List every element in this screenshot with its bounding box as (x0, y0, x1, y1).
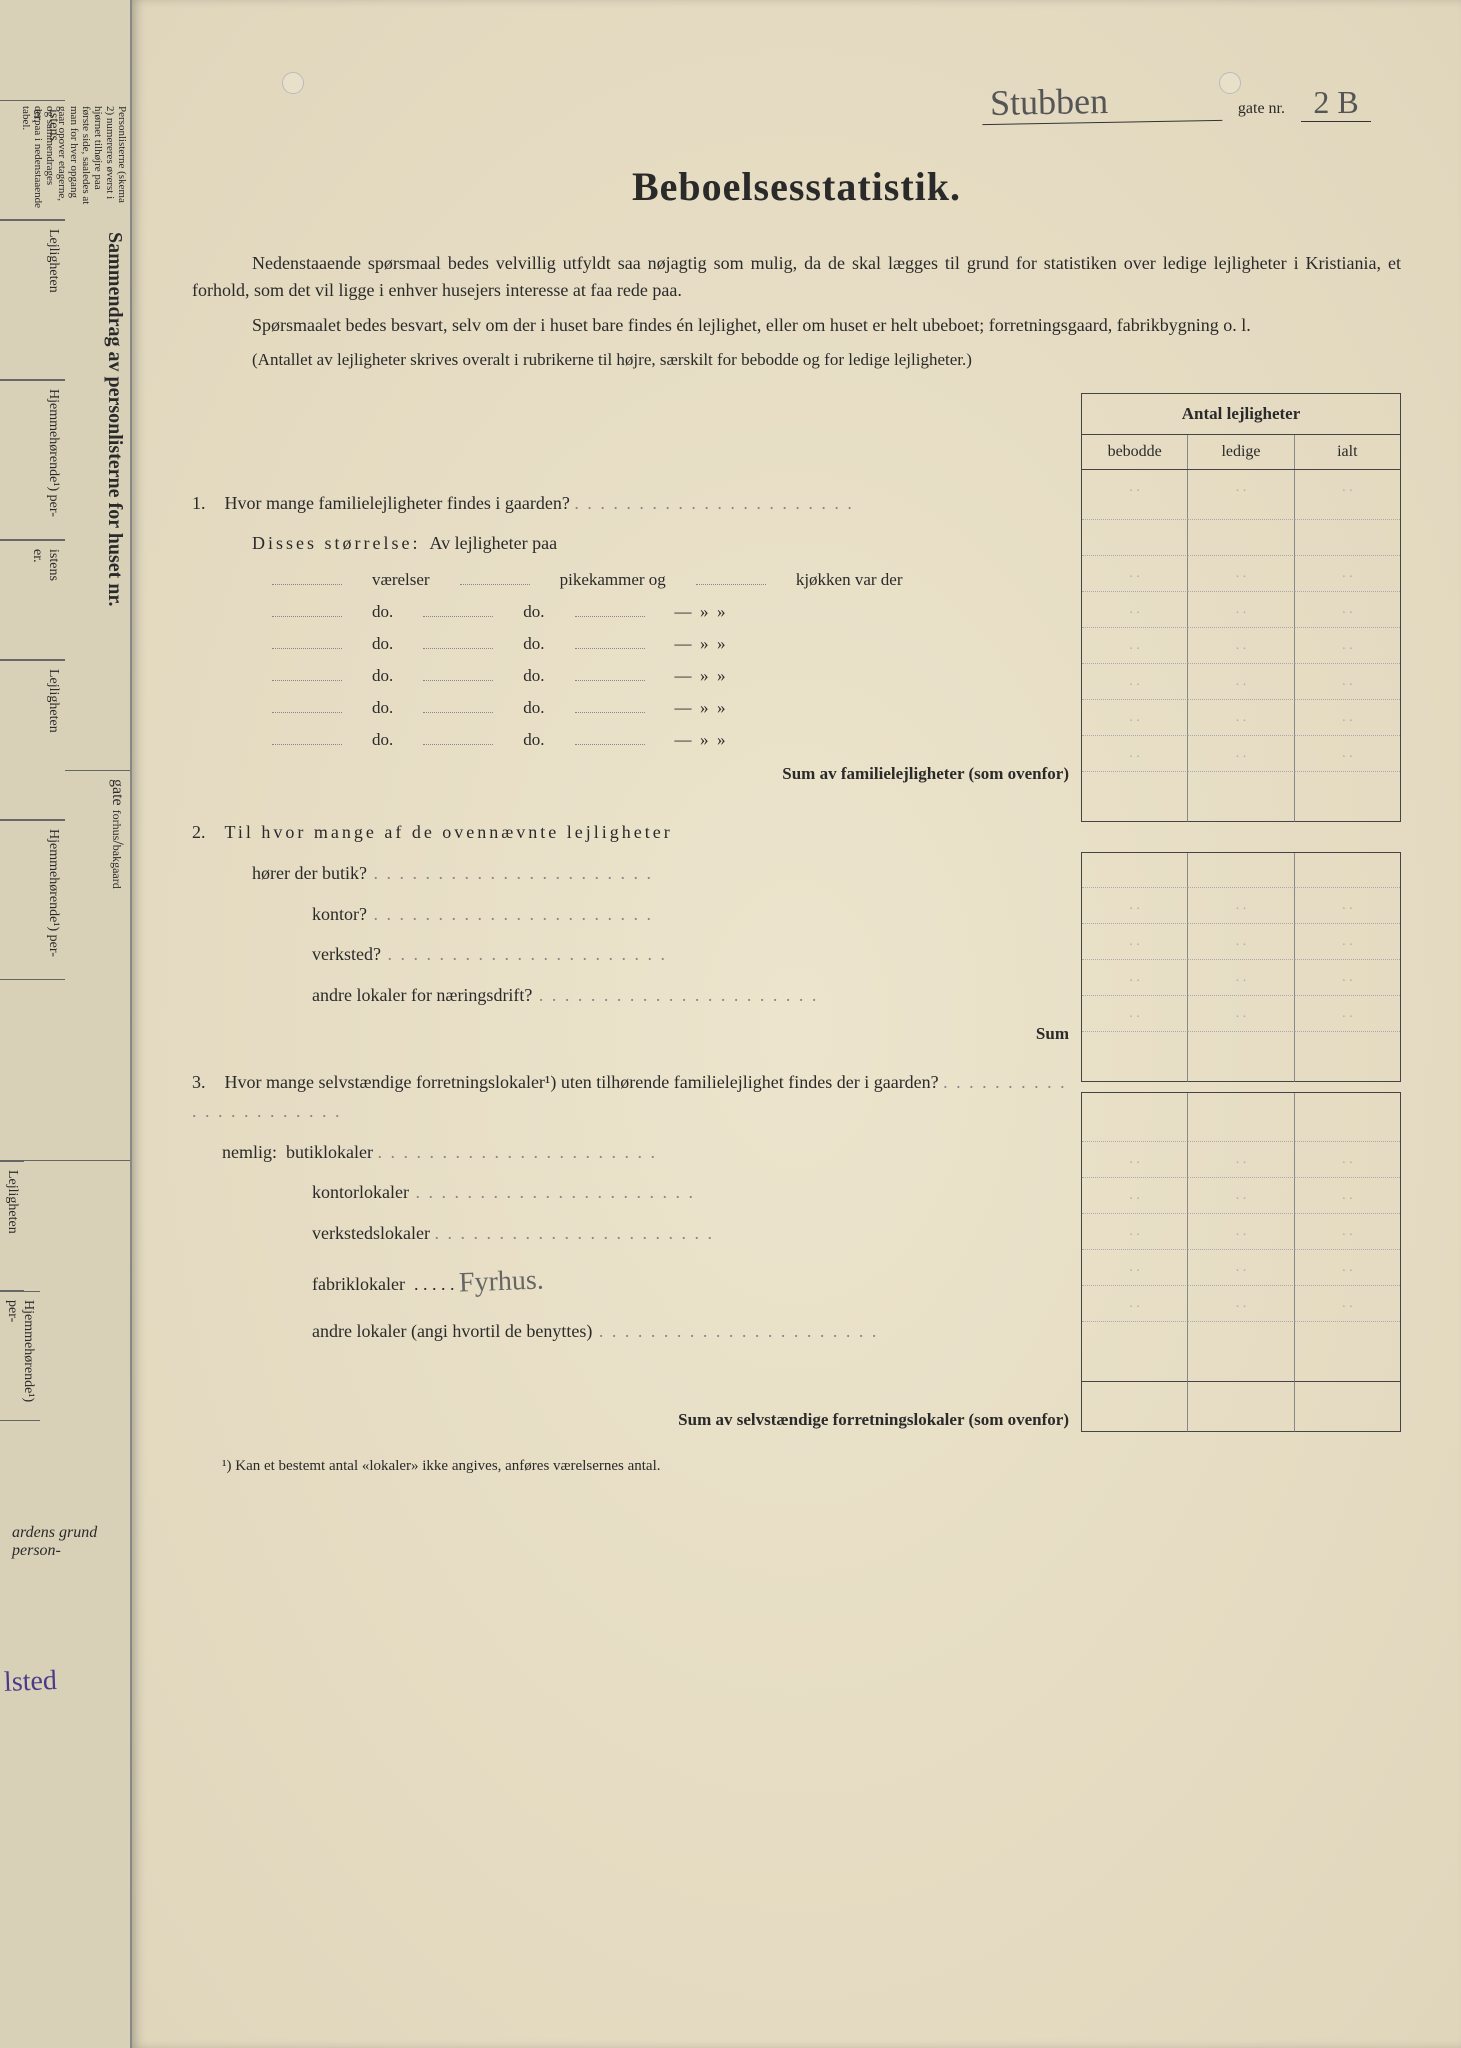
intro-p2: Spørsmaalet bedes besvart, selv om der i… (192, 312, 1401, 339)
gate-nr-field[interactable]: 2 B (1301, 84, 1371, 122)
left-vertical-title: Sammendrag av personlisterne for huset n… (65, 220, 130, 770)
q1: 1. Hvor mange familielejligheter findes … (192, 483, 1069, 524)
header-line: Stubben gate nr. 2 B (192, 80, 1401, 123)
left-small-text: Personlisterne (skema 2) numereres øvers… (65, 100, 130, 220)
intro-p3: (Antallet av lejligheter skrives overalt… (192, 347, 1401, 373)
q3-andre: andre lokaler (angi hvortil de benyttes) (192, 1311, 1069, 1352)
table-row[interactable] (1081, 1092, 1401, 1142)
table-column: Antal lejligheter bebodde ledige ialt . … (1081, 393, 1401, 1438)
table-row[interactable]: . .. .. . (1081, 888, 1401, 924)
table-row[interactable]: . .. .. . (1081, 1142, 1401, 1178)
street-name-field[interactable]: Stubben (982, 78, 1223, 125)
left-col-istens2: istenser. (0, 540, 65, 660)
col-ialt: ialt (1295, 435, 1400, 469)
table-subheader: bebodde ledige ialt (1081, 435, 1401, 470)
table-row[interactable]: . .. .. . (1081, 700, 1401, 736)
main-document-page: Stubben gate nr. 2 B Beboelsesstatistik.… (132, 0, 1461, 2048)
table-row[interactable]: . .. .. . (1081, 1214, 1401, 1250)
table-row[interactable]: . .. .. . (1081, 1178, 1401, 1214)
q1-row6: do.do.— » » (192, 724, 1069, 756)
q3-kontor: kontorlokaler (192, 1172, 1069, 1213)
table-row[interactable]: . .. .. . (1081, 736, 1401, 772)
questions-column: 1. Hvor mange familielejligheter findes … (192, 393, 1081, 1438)
table-row[interactable] (1081, 852, 1401, 888)
table-header: Antal lejligheter (1081, 393, 1401, 435)
table-row-sum[interactable] (1081, 1382, 1401, 1432)
gate-nr-label: gate nr. (1238, 100, 1285, 118)
footnote: ¹) Kan et bestemt antal «lokaler» ikke a… (192, 1458, 1401, 1475)
q2-kontor: kontor? (192, 894, 1069, 935)
table-row[interactable]: . .. .. . (1081, 664, 1401, 700)
q2-verksted: verksted? (192, 934, 1069, 975)
q3-verksted: verkstedslokaler (192, 1213, 1069, 1254)
table-row[interactable]: . .. .. . (1081, 592, 1401, 628)
q3-fabrik: fabriklokaler . . . . . Fyrhus. (192, 1254, 1069, 1311)
col-ledige: ledige (1188, 435, 1294, 469)
intro-p1: Nedenstaaende spørsmaal bedes velvillig … (192, 250, 1401, 304)
table-row-sum[interactable] (1081, 772, 1401, 822)
table-row-sum[interactable] (1081, 1032, 1401, 1082)
page-title: Beboelsesstatistik. (192, 163, 1401, 210)
left-col-hjemme3: Hjemmehørende¹) per- (0, 1291, 40, 1421)
table-row[interactable]: . .. .. . (1081, 924, 1401, 960)
table-row[interactable]: . .. .. . (1081, 628, 1401, 664)
form-area: 1. Hvor mange familielejligheter findes … (192, 393, 1401, 1438)
q2-sum: Sum (192, 1016, 1069, 1052)
table-row[interactable] (1081, 1322, 1401, 1382)
table-row[interactable]: . .. .. . (1081, 556, 1401, 592)
q1-row4: do.do.— » » (192, 660, 1069, 692)
table-row[interactable] (1081, 520, 1401, 556)
fabrik-handwritten[interactable]: Fyrhus. (458, 1259, 544, 1307)
left-gate: gate forhus/bakgaard (65, 770, 130, 900)
left-page-edge: istenser. Lejligheten Hjemmehørende¹) pe… (0, 0, 132, 2048)
q3-sum: Sum av selvstændige forretningslokaler (… (192, 1402, 1069, 1438)
left-col-hjemme: Hjemmehørende¹) per- (0, 380, 65, 540)
left-col-lejlig3: Lejligheten (0, 1161, 24, 1291)
col-bebodde: bebodde (1082, 435, 1188, 469)
q1-row2: do.do.— » » (192, 596, 1069, 628)
q1-sum: Sum av familielejligheter (som ovenfor) (192, 756, 1069, 792)
left-signature: lsted (3, 1665, 57, 1699)
punch-hole (1219, 72, 1241, 94)
table-row[interactable]: . .. .. . (1081, 960, 1401, 996)
table-row[interactable]: . .. .. . (1081, 1250, 1401, 1286)
left-col-lejlig2: Lejligheten (0, 660, 65, 820)
left-grund: ardens grund person- (4, 1516, 128, 1568)
q3-nemlig: nemlig: butiklokaler (192, 1132, 1069, 1173)
q1-row3: do.do.— » » (192, 628, 1069, 660)
left-col-lejlig: Lejligheten (0, 220, 65, 380)
table-row[interactable]: . .. .. . (1081, 470, 1401, 520)
q3: 3. Hvor mange selvstændige forretningslo… (192, 1062, 1069, 1132)
punch-hole (282, 72, 304, 94)
q2-andre: andre lokaler for næringsdrift? (192, 975, 1069, 1016)
q1-row5: do.do.— » » (192, 692, 1069, 724)
q2-butik: hører der butik? (192, 853, 1069, 894)
table-row[interactable]: . .. .. . (1081, 1286, 1401, 1322)
q2: 2. Til hvor mange af de ovennævnte lejli… (192, 812, 1069, 853)
q1-sub: Disses størrelse: Av lejligheter paa (192, 523, 1069, 564)
q1-row1: værelser pikekammer og kjøkken var der (192, 564, 1069, 596)
table-row[interactable]: . .. .. . (1081, 996, 1401, 1032)
left-col-hjemme2: Hjemmehørende¹) per- (0, 820, 65, 980)
